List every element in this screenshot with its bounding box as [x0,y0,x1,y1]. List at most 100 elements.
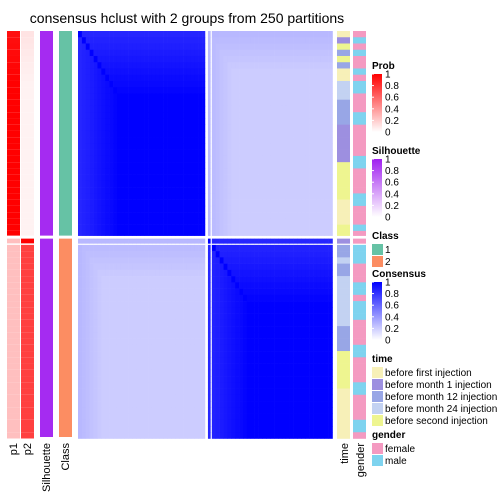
consensus-cell [227,414,231,421]
consensus-cell [321,81,325,88]
consensus-cell [168,382,172,389]
consensus-cell [329,270,333,277]
consensus-cell [235,414,239,421]
consensus-cell [247,339,251,346]
time-cell [337,332,350,339]
consensus-cell [274,193,278,200]
consensus-cell [224,106,228,113]
consensus-cell [313,251,317,258]
consensus-cell [136,125,140,132]
consensus-cell [313,407,317,414]
consensus-cell [195,118,199,125]
consensus-cell [212,414,216,421]
consensus-cell [239,137,243,144]
consensus-cell [321,239,325,244]
consensus-cell [86,257,90,264]
consensus-cell [125,87,129,94]
consensus-cell [105,162,109,169]
consensus-cell [168,37,172,44]
consensus-cell [317,106,321,113]
consensus-cell [113,106,117,113]
consensus-cell [262,143,266,150]
consensus-cell [140,407,144,414]
consensus-cell [305,218,309,225]
consensus-cell [317,282,321,289]
consensus-cell [247,93,251,100]
consensus-cell [235,295,239,302]
consensus-cell [121,407,125,414]
consensus-cell [212,231,216,236]
consensus-cell [171,31,175,38]
consensus-cell [297,320,301,327]
consensus-cell [329,37,333,44]
consensus-cell [317,295,321,302]
column-label-gender: gender [355,443,367,478]
consensus-cell [243,370,247,377]
consensus-cell [121,282,125,289]
consensus-cell [109,407,113,414]
consensus-cell [216,225,220,232]
consensus-cell [97,264,101,271]
consensus-cell [86,137,90,144]
consensus-cell [329,62,333,69]
consensus-cell [286,168,290,175]
consensus-cell [325,245,329,252]
consensus-cell [282,395,286,402]
consensus-cell [282,143,286,150]
consensus-cell [121,106,125,113]
consensus-cell [152,264,156,271]
consensus-cell [195,106,199,113]
consensus-cell [164,112,168,119]
consensus-cell [282,239,286,244]
legend-item-label: before month 1 injection [385,380,492,391]
consensus-cell [305,37,309,44]
consensus-cell [101,376,105,383]
consensus-cell [203,87,206,94]
consensus-cell [313,31,317,38]
consensus-cell [101,168,105,175]
consensus-cell [101,75,105,82]
prob-cell [21,251,34,257]
consensus-cell [301,212,305,219]
consensus-cell [266,50,270,57]
prob-cell [7,137,20,143]
consensus-cell [297,389,301,396]
consensus-cell [132,314,136,321]
consensus-cell [160,93,164,100]
consensus-cell [266,401,270,408]
consensus-cell [195,264,199,271]
consensus-cell [156,93,160,100]
consensus-cell [212,93,216,100]
consensus-cell [183,414,187,421]
consensus-cell [105,301,109,308]
consensus-cell [317,376,321,383]
consensus-cell [212,181,216,188]
consensus-cell [301,112,305,119]
consensus-cell [90,376,94,383]
consensus-cell [175,231,179,236]
consensus-cell [203,426,206,433]
consensus-cell [179,264,183,271]
prob-cell [7,395,20,401]
consensus-cell [168,332,172,339]
consensus-cell [262,395,266,402]
consensus-cell [220,345,224,352]
consensus-cell [183,43,187,50]
consensus-cell [239,87,243,94]
consensus-cell [125,345,129,352]
consensus-cell [251,307,255,314]
consensus-cell [183,93,187,100]
consensus-cell [290,257,294,264]
consensus-cell [290,345,294,352]
consensus-cell [105,245,109,252]
consensus-cell [117,339,121,346]
consensus-cell [266,218,270,225]
time-cell [337,162,350,169]
consensus-cell [255,376,259,383]
consensus-cell [278,193,282,200]
consensus-cell [305,339,309,346]
consensus-cell [212,37,216,44]
consensus-cell [270,301,274,308]
consensus-cell [82,93,86,100]
consensus-cell [195,162,199,169]
